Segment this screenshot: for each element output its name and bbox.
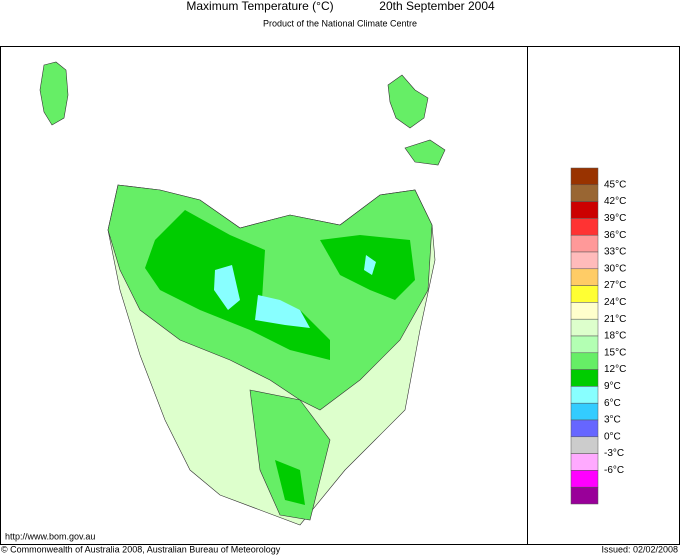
legend-label: 6°C xyxy=(604,398,621,409)
legend-label: 30°C xyxy=(604,263,626,274)
legend-label: 36°C xyxy=(604,230,626,241)
legend: 45°C 42°C 39°C 36°C 33°C 30°C 27°C 24°C 21°C 18°C… xyxy=(570,167,626,505)
legend-label: 15°C xyxy=(604,347,626,358)
legend-label: 9°C xyxy=(604,381,621,392)
url: http://www.bom.gov.au xyxy=(5,531,95,541)
legend-swatch xyxy=(570,167,599,186)
legend-swatch xyxy=(570,285,599,303)
legend-swatch xyxy=(570,369,599,387)
legend-label: -3°C xyxy=(604,448,624,459)
legend-label: 18°C xyxy=(604,331,626,342)
legend-swatch xyxy=(570,234,599,253)
copyright: © Commonwealth of Australia 2008, Austra… xyxy=(1,544,281,554)
legend-label: 45°C xyxy=(604,179,626,190)
issued: Issued: 02/02/2008 xyxy=(601,544,678,554)
legend-swatch xyxy=(570,436,599,454)
legend-label: 33°C xyxy=(604,247,626,258)
legend-swatch xyxy=(570,386,599,404)
legend-swatch xyxy=(570,486,599,505)
legend-swatch xyxy=(570,184,599,202)
legend-swatch xyxy=(570,419,599,438)
title: Maximum Temperature (°C) xyxy=(186,0,333,13)
subtitle: Product of the National Climate Centre xyxy=(263,18,417,28)
legend-swatch xyxy=(570,335,599,354)
legend-label: 42°C xyxy=(604,196,626,207)
legend-swatch xyxy=(570,251,599,270)
legend-swatch xyxy=(570,201,599,219)
legend-swatch xyxy=(570,268,599,286)
legend-label: 21°C xyxy=(604,314,626,325)
legend-label: 12°C xyxy=(604,364,626,375)
legend-label: 3°C xyxy=(604,415,621,426)
legend-swatch xyxy=(570,453,599,471)
legend-swatch xyxy=(570,470,599,488)
legend-label: 27°C xyxy=(604,280,626,291)
legend-swatch xyxy=(570,352,599,370)
legend-swatch xyxy=(570,402,599,421)
temperature-zones xyxy=(145,210,415,505)
legend-swatch xyxy=(570,318,599,337)
legend-label: -6°C xyxy=(604,465,624,476)
legend-label: 39°C xyxy=(604,213,626,224)
legend-swatch xyxy=(570,302,599,320)
legend-label: 0°C xyxy=(604,431,621,442)
legend-label: 24°C xyxy=(604,297,626,308)
date: 20th September 2004 xyxy=(379,0,495,13)
legend-swatch xyxy=(570,218,599,236)
